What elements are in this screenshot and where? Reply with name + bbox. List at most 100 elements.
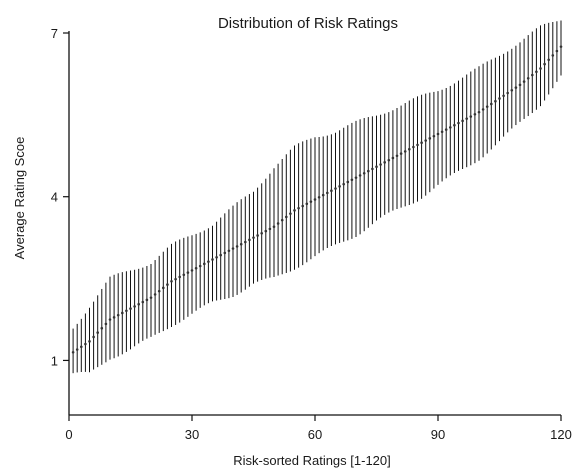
y-axis-label: Average Rating Scoe	[12, 137, 27, 260]
mean-point	[432, 134, 436, 138]
mean-point	[264, 229, 268, 233]
mean-point	[198, 264, 202, 268]
mean-point	[276, 222, 280, 225]
mean-point	[535, 70, 538, 74]
mean-point	[371, 167, 374, 171]
mean-point	[412, 145, 415, 149]
mean-point	[215, 255, 218, 259]
mean-point	[203, 262, 206, 266]
mean-point	[313, 198, 317, 201]
mean-point	[92, 335, 95, 339]
mean-point	[420, 141, 423, 144]
mean-point	[190, 269, 194, 272]
mean-point	[178, 275, 181, 279]
mean-point	[166, 283, 169, 286]
mean-point	[182, 273, 186, 277]
mean-point	[129, 307, 132, 310]
x-tick-label: 120	[550, 427, 572, 442]
mean-point	[285, 215, 288, 219]
x-tick-label: 30	[185, 427, 199, 442]
mean-point	[88, 340, 91, 343]
mean-point	[231, 247, 235, 250]
mean-point	[104, 322, 108, 326]
mean-point	[153, 293, 157, 296]
mean-point	[490, 102, 493, 106]
mean-point	[449, 126, 452, 129]
mean-point	[502, 94, 505, 98]
mean-point	[539, 67, 542, 70]
y-tick-label: 7	[51, 26, 58, 41]
mean-point	[100, 326, 104, 330]
mean-point	[338, 185, 341, 188]
mean-point	[399, 152, 403, 155]
mean-point	[309, 200, 313, 203]
mean-point	[350, 178, 354, 182]
mean-point	[137, 302, 140, 306]
mean-point	[317, 195, 321, 199]
mean-point	[473, 113, 477, 116]
mean-point	[116, 313, 120, 317]
mean-point	[272, 225, 276, 229]
mean-point	[75, 348, 79, 351]
mean-point	[280, 218, 284, 222]
mean-point	[469, 115, 473, 118]
mean-point	[379, 163, 382, 166]
mean-point	[453, 123, 456, 127]
mean-point	[112, 316, 116, 319]
mean-point	[80, 345, 83, 349]
mean-point	[416, 143, 419, 147]
mean-point	[498, 97, 501, 100]
mean-point	[174, 277, 177, 281]
mean-point	[440, 130, 444, 134]
x-tick-label: 90	[431, 427, 445, 442]
mean-point	[239, 242, 243, 246]
mean-point	[346, 180, 350, 184]
mean-point	[424, 139, 428, 142]
x-tick-label: 0	[65, 427, 72, 442]
chart-title: Distribution of Risk Ratings	[218, 15, 398, 32]
mean-point	[457, 121, 460, 125]
mean-point	[334, 187, 337, 190]
mean-point	[145, 298, 149, 302]
mean-point	[526, 76, 530, 80]
mean-point	[256, 234, 259, 237]
mean-point	[108, 318, 112, 321]
mean-point	[358, 174, 362, 177]
mean-point	[157, 289, 161, 293]
mean-point	[485, 105, 489, 108]
y-tick-label: 1	[51, 353, 58, 368]
mean-point	[133, 305, 136, 308]
mean-point	[297, 206, 300, 210]
mean-point	[494, 99, 497, 103]
mean-point	[305, 202, 309, 206]
mean-point	[531, 73, 534, 77]
mean-point	[194, 266, 198, 270]
mean-point	[289, 212, 292, 215]
mean-point	[362, 171, 366, 175]
mean-point	[170, 280, 173, 283]
mean-point	[375, 165, 378, 168]
mean-point	[387, 158, 391, 162]
mean-point	[408, 147, 411, 151]
mean-point	[436, 132, 440, 136]
mean-point	[354, 176, 358, 179]
plot-area	[71, 20, 563, 374]
mean-point	[481, 108, 485, 111]
mean-point	[125, 309, 128, 313]
mean-point	[555, 49, 559, 53]
mean-point	[162, 286, 165, 290]
y-tick-label: 4	[51, 190, 58, 205]
mean-point	[543, 62, 546, 66]
x-tick-label: 60	[308, 427, 322, 442]
mean-point	[207, 260, 210, 263]
mean-markers	[71, 45, 563, 354]
mean-point	[244, 240, 247, 244]
mean-point	[141, 300, 145, 304]
mean-point	[235, 245, 239, 248]
mean-point	[84, 342, 87, 346]
mean-point	[465, 117, 469, 120]
mean-point	[551, 54, 555, 57]
x-axis-ticks: 0 30 60 90 120	[65, 415, 572, 442]
mean-point	[326, 191, 329, 195]
mean-point	[461, 119, 464, 123]
